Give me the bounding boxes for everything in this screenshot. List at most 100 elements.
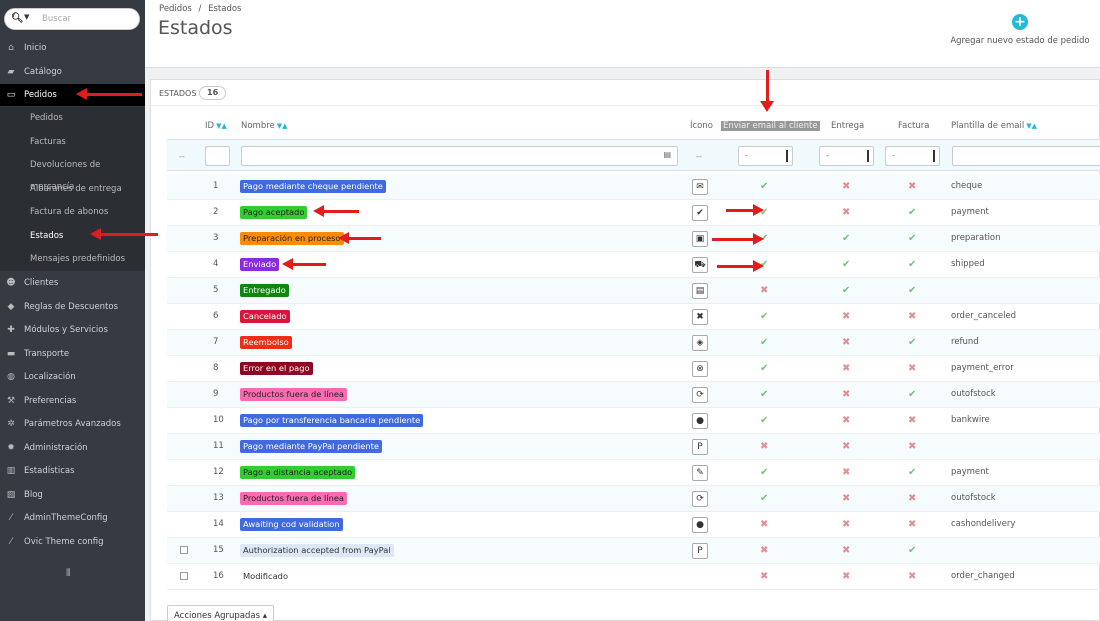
sort-arrows-icon[interactable]: ▼▲ — [1026, 122, 1037, 130]
filter-delivery-select[interactable]: - — [819, 146, 874, 166]
send-email-check-icon[interactable]: ✔ — [760, 233, 769, 244]
submenu-item-devoluciones-de-mercanc-a[interactable]: Devoluciones de mercancía — [0, 154, 145, 192]
delivery-cross-icon[interactable]: ✖ — [842, 389, 851, 400]
table-row[interactable]: 4 Enviado ⛟ ✔ ✔ ✔ shipped — [167, 252, 1100, 278]
delivery-cross-icon[interactable]: ✖ — [842, 363, 851, 374]
table-row[interactable]: 11 Pago mediante PayPal pendiente P ✖ ✖ ✖ — [167, 434, 1100, 460]
search-input[interactable]: Buscar — [42, 14, 72, 24]
send-email-check-icon[interactable]: ✔ — [760, 467, 769, 478]
delivery-check-icon[interactable]: ✔ — [842, 259, 851, 270]
table-row[interactable]: 8 Error en el pago ⊗ ✔ ✖ ✖ payment_error — [167, 356, 1100, 382]
invoice-check-icon[interactable]: ✔ — [908, 259, 917, 270]
chevron-down-icon[interactable]: ▼ — [24, 13, 30, 21]
invoice-cross-icon[interactable]: ✖ — [908, 441, 917, 452]
sort-arrows-icon[interactable]: ▼▲ — [276, 122, 288, 130]
table-row[interactable]: 15 Authorization accepted from PayPal P ✖ ✖ ✔ — [167, 538, 1100, 564]
send-email-check-icon[interactable]: ✔ — [760, 181, 769, 192]
invoice-check-icon[interactable]: ✔ — [908, 285, 917, 296]
send-email-check-icon[interactable]: ✔ — [760, 389, 769, 400]
invoice-check-icon[interactable]: ✔ — [908, 233, 917, 244]
column-header-name[interactable]: Nombre ▼▲ — [241, 121, 288, 131]
delivery-cross-icon[interactable]: ✖ — [842, 207, 851, 218]
send-email-cross-icon[interactable]: ✖ — [760, 571, 769, 582]
sidebar-item-clientes[interactable]: ☻ Clientes — [0, 272, 145, 294]
invoice-cross-icon[interactable]: ✖ — [908, 181, 917, 192]
invoice-cross-icon[interactable]: ✖ — [908, 311, 917, 322]
invoice-cross-icon[interactable]: ✖ — [908, 363, 917, 374]
sidebar-item-estadísticas[interactable]: ▥ Estadísticas — [0, 460, 145, 482]
filter-invoice-select[interactable]: - — [885, 146, 940, 166]
delivery-cross-icon[interactable]: ✖ — [842, 467, 851, 478]
send-email-cross-icon[interactable]: ✖ — [760, 519, 769, 530]
table-row[interactable]: 6 Cancelado ✖ ✔ ✖ ✖ order_canceled — [167, 304, 1100, 330]
invoice-check-icon[interactable]: ✔ — [908, 207, 917, 218]
invoice-cross-icon[interactable]: ✖ — [908, 571, 917, 582]
table-row[interactable]: 12 Pago a distancia aceptado ✎ ✔ ✖ ✔ payment — [167, 460, 1100, 486]
filter-name-input[interactable]: ▤ — [241, 146, 678, 166]
table-row[interactable]: 3 Preparación en proceso ▣ ✔ ✔ ✔ preparation — [167, 226, 1100, 252]
sidebar-item-preferencias[interactable]: ⚒ Preferencias — [0, 390, 145, 412]
sidebar-item-pedidos[interactable]: ▭ Pedidos — [0, 84, 145, 106]
table-row[interactable]: 2 Pago aceptado ✔ ✔ ✖ ✔ payment — [167, 200, 1100, 226]
table-row[interactable]: 16 Modificado ✖ ✖ ✖ order_changed — [167, 564, 1100, 590]
breadcrumb-link[interactable]: Pedidos — [159, 4, 192, 14]
table-row[interactable]: 13 Productos fuera de línea ⟳ ✔ ✖ ✖ outofstock — [167, 486, 1100, 512]
sidebar-item-inicio[interactable]: ⌂ Inicio — [0, 37, 145, 59]
column-header-template[interactable]: Plantilla de email ▼▲ — [951, 121, 1037, 131]
sidebar-item-ovic-theme-config[interactable]: ⁄ Ovic Theme config — [0, 531, 145, 553]
delivery-cross-icon[interactable]: ✖ — [842, 441, 851, 452]
submenu-item-mensajes-predefinidos[interactable]: Mensajes predefinidos — [0, 248, 145, 270]
table-row[interactable]: 9 Productos fuera de línea ⟳ ✔ ✖ ✔ outofstock — [167, 382, 1100, 408]
delivery-check-icon[interactable]: ✔ — [842, 233, 851, 244]
delivery-cross-icon[interactable]: ✖ — [842, 519, 851, 530]
send-email-check-icon[interactable]: ✔ — [760, 493, 769, 504]
search-box[interactable]: 🔍︎ ▼ Buscar — [4, 8, 140, 30]
filter-send-email-select[interactable]: - — [738, 146, 793, 166]
sidebar-item-blog[interactable]: ▨ Blog — [0, 484, 145, 506]
table-row[interactable]: 14 Awaiting cod validation ● ✖ ✖ ✖ cashondeliv… — [167, 512, 1100, 538]
send-email-check-icon[interactable]: ✔ — [760, 415, 769, 426]
submenu-item-facturas[interactable]: Facturas — [0, 131, 145, 153]
submenu-item-factura-de-abonos[interactable]: Factura de abonos — [0, 201, 145, 223]
invoice-cross-icon[interactable]: ✖ — [908, 493, 917, 504]
delivery-cross-icon[interactable]: ✖ — [842, 493, 851, 504]
submenu-item-pedidos[interactable]: Pedidos — [0, 107, 145, 129]
delivery-cross-icon[interactable]: ✖ — [842, 571, 851, 582]
filter-template-input[interactable] — [952, 146, 1100, 166]
sidebar-item-localización[interactable]: ◍ Localización — [0, 366, 145, 388]
sidebar-item-catálogo[interactable]: ▰ Catálogo — [0, 61, 145, 83]
table-row[interactable]: 10 Pago por transferencia bancaria pendie… — [167, 408, 1100, 434]
invoice-cross-icon[interactable]: ✖ — [908, 519, 917, 530]
submenu-item-estados[interactable]: Estados — [0, 225, 145, 247]
table-row[interactable]: 5 Entregado ▤ ✖ ✔ ✔ — [167, 278, 1100, 304]
delivery-check-icon[interactable]: ✔ — [842, 285, 851, 296]
send-email-check-icon[interactable]: ✔ — [760, 207, 769, 218]
send-email-cross-icon[interactable]: ✖ — [760, 545, 769, 556]
invoice-cross-icon[interactable]: ✖ — [908, 415, 917, 426]
delivery-cross-icon[interactable]: ✖ — [842, 545, 851, 556]
row-checkbox[interactable] — [180, 572, 188, 580]
delivery-cross-icon[interactable]: ✖ — [842, 311, 851, 322]
send-email-check-icon[interactable]: ✔ — [760, 259, 769, 270]
sidebar-item-módulos-y-servicios[interactable]: ✚ Módulos y Servicios — [0, 319, 145, 341]
sidebar-item-adminthemeconfig[interactable]: ⁄ AdminThemeConfig — [0, 507, 145, 529]
delivery-cross-icon[interactable]: ✖ — [842, 181, 851, 192]
table-row[interactable]: 7 Reembolso ◈ ✔ ✖ ✔ refund — [167, 330, 1100, 356]
send-email-cross-icon[interactable]: ✖ — [760, 441, 769, 452]
invoice-check-icon[interactable]: ✔ — [908, 389, 917, 400]
invoice-check-icon[interactable]: ✔ — [908, 545, 917, 556]
filter-id-input[interactable] — [205, 146, 230, 166]
submenu-item-albaranes-de-entrega[interactable]: Albaranes de entrega — [0, 178, 145, 200]
search-icon[interactable]: 🔍︎ — [11, 13, 24, 24]
sidebar-item-reglas-de-descuentos[interactable]: ◆ Reglas de Descuentos — [0, 296, 145, 318]
invoice-check-icon[interactable]: ✔ — [908, 467, 917, 478]
sort-arrows-icon[interactable]: ▼▲ — [216, 122, 227, 130]
send-email-check-icon[interactable]: ✔ — [760, 337, 769, 348]
row-checkbox[interactable] — [180, 546, 188, 554]
sidebar-item-transporte[interactable]: ▬ Transporte — [0, 343, 145, 365]
delivery-cross-icon[interactable]: ✖ — [842, 337, 851, 348]
table-row[interactable]: 1 Pago mediante cheque pendiente ✉ ✔ ✖ ✖ chequ… — [167, 174, 1100, 200]
invoice-check-icon[interactable]: ✔ — [908, 337, 917, 348]
send-email-check-icon[interactable]: ✔ — [760, 363, 769, 374]
delivery-cross-icon[interactable]: ✖ — [842, 415, 851, 426]
